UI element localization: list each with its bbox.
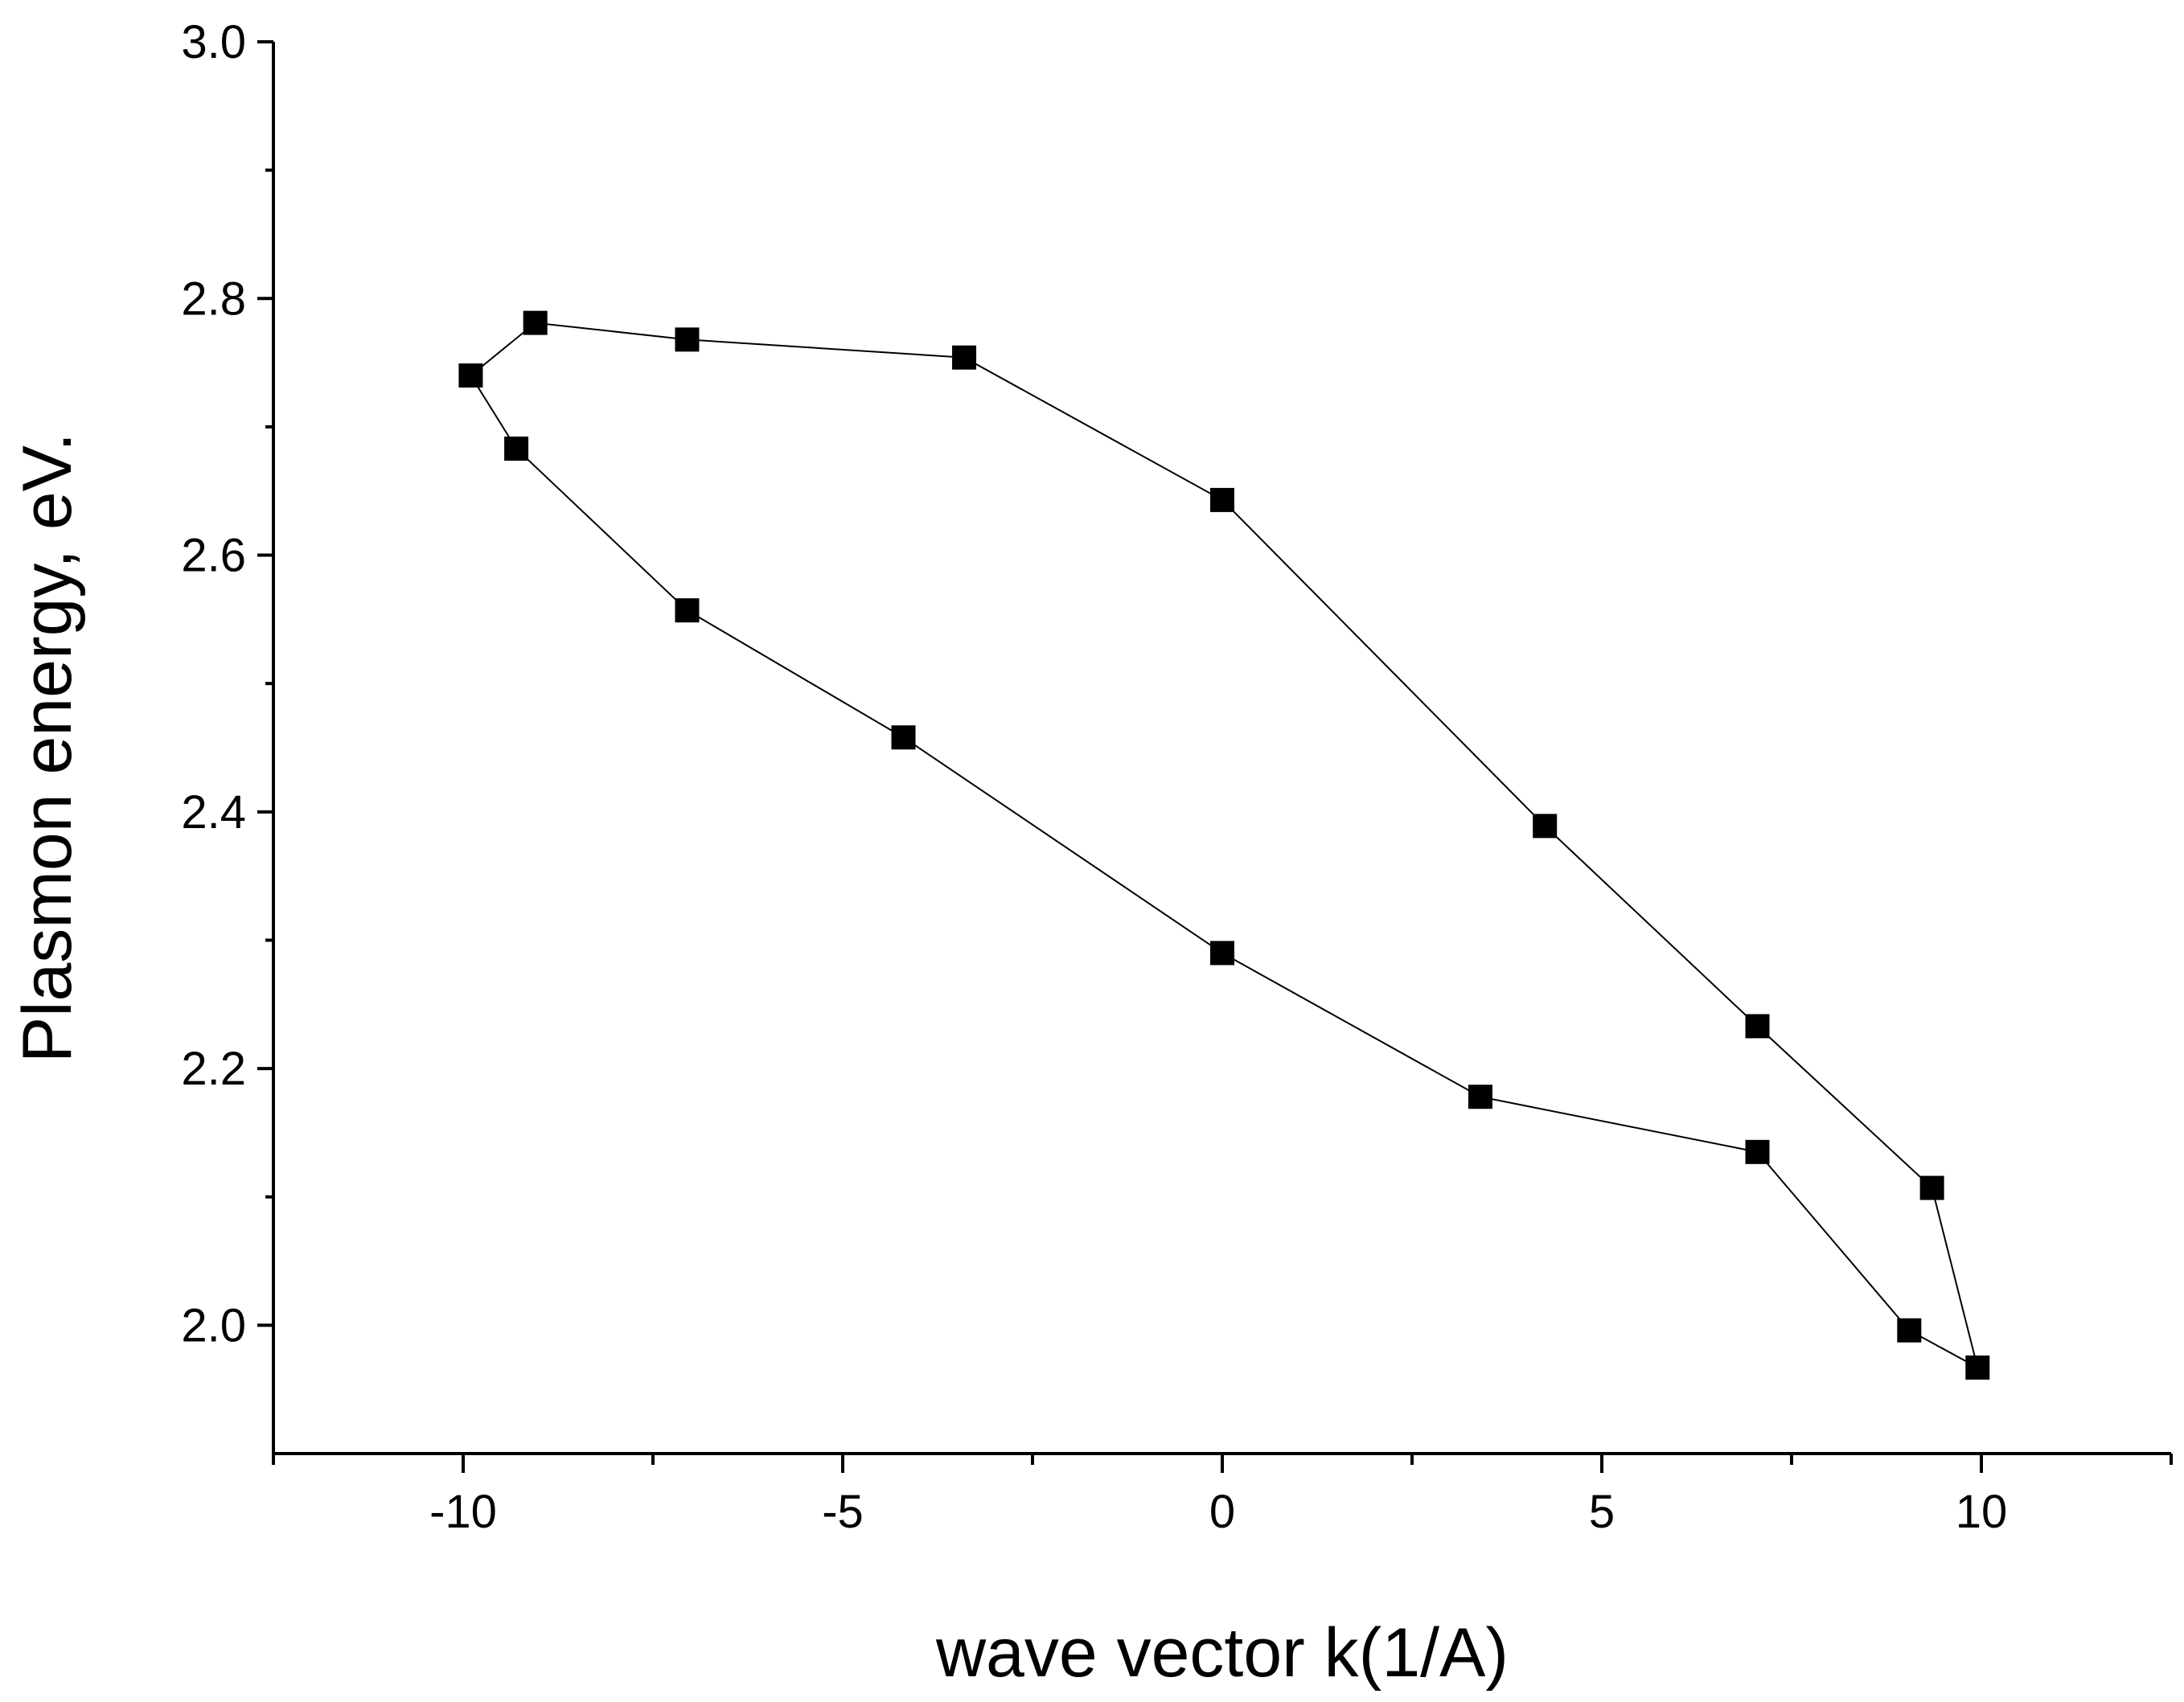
x-tick-label: -5 (822, 1486, 864, 1538)
data-point (458, 363, 483, 388)
data-point (1468, 1085, 1492, 1109)
data-point (952, 345, 977, 370)
data-point (891, 725, 916, 750)
data-point (1919, 1175, 1944, 1200)
x-axis-ticks: -10 -5 0 5 10 (272, 1454, 2173, 1538)
data-point (675, 327, 700, 352)
data-point (1745, 1014, 1770, 1039)
data-point (1745, 1139, 1770, 1164)
data-series (458, 310, 1990, 1380)
data-point (1210, 487, 1234, 512)
data-point (523, 310, 548, 335)
data-point (1965, 1355, 1990, 1380)
y-tick-label: 2.0 (181, 1299, 246, 1351)
x-tick-label: 5 (1589, 1486, 1615, 1538)
y-axis-ticks: 2.0 2.2 2.4 2.6 2.8 3.0 (181, 16, 273, 1351)
x-tick-label: 10 (1956, 1486, 2008, 1538)
data-point (504, 437, 529, 461)
x-axis-title: wave vector k(1/A) (935, 1614, 1509, 1692)
x-tick-label: -10 (429, 1486, 497, 1538)
y-tick-label: 2.4 (181, 786, 246, 839)
y-tick-label: 3.0 (181, 16, 246, 68)
y-axis-title: Plasmon energy, eV. (9, 433, 86, 1063)
data-point (1210, 941, 1234, 966)
x-tick-label: 0 (1209, 1486, 1235, 1538)
y-tick-label: 2.8 (181, 273, 246, 325)
y-tick-label: 2.6 (181, 530, 246, 582)
data-point (1533, 814, 1558, 839)
data-point (1897, 1318, 1922, 1343)
y-tick-label: 2.2 (181, 1043, 246, 1095)
data-point (675, 598, 700, 623)
series-line (470, 322, 1979, 1368)
